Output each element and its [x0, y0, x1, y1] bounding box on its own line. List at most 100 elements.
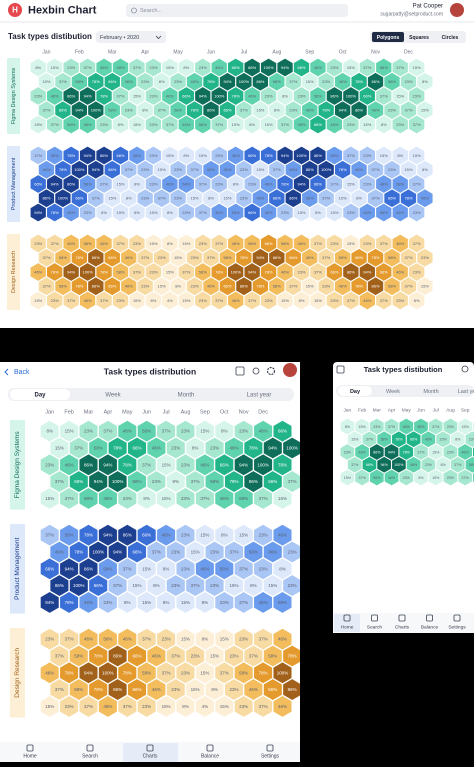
tab[interactable]: Week [105, 393, 121, 399]
cell-label: 37% [133, 65, 141, 70]
cell-label: 78% [395, 438, 403, 442]
hex-cell [428, 444, 443, 460]
hex-cell [47, 87, 63, 105]
cell-label: 58% [232, 210, 240, 215]
cell-label: 37% [67, 298, 75, 303]
period-select[interactable] [96, 31, 166, 43]
cell-label: 23% [45, 462, 54, 467]
nav-label[interactable]: Balance [421, 624, 439, 630]
tab[interactable]: Last year [247, 393, 272, 399]
search-icon[interactable] [252, 367, 260, 375]
cell-label: 23% [181, 429, 190, 434]
month-label: Apr [141, 49, 149, 55]
cell-label: 66% [116, 153, 124, 158]
cell-label: 15% [347, 65, 355, 70]
cell-label: 23% [149, 93, 157, 98]
hex-cell [234, 487, 253, 509]
hex-cell [326, 263, 343, 281]
avatar[interactable] [283, 363, 297, 377]
cell-label: 78% [288, 653, 297, 658]
settings-icon[interactable] [266, 366, 276, 376]
cell-label: 37% [413, 181, 421, 186]
cell-label: 15% [432, 476, 440, 480]
view-option[interactable]: Polygons [377, 35, 400, 41]
app-title: Hexbin Chart [28, 4, 97, 16]
cell-label: 78% [191, 108, 199, 113]
nav-icon[interactable] [343, 614, 351, 622]
hex-cell [71, 101, 88, 120]
tab[interactable]: Month [423, 389, 438, 395]
tab[interactable]: Month [178, 393, 195, 399]
hex-cell [162, 58, 178, 77]
hex-cell [351, 277, 367, 296]
search-icon[interactable] [461, 365, 469, 373]
calendar-icon[interactable] [336, 365, 345, 374]
tab[interactable]: Day [34, 393, 46, 399]
view-option[interactable]: Squares [409, 35, 429, 41]
search-box[interactable] [126, 4, 348, 17]
hex-cell [195, 628, 214, 650]
hex-cell [50, 679, 69, 701]
cell-label: 15% [306, 284, 314, 289]
month-label: Jan [42, 49, 50, 55]
cell-label: 94% [67, 269, 75, 274]
nav-icon[interactable] [26, 744, 34, 752]
nav-label[interactable]: Settings [261, 753, 280, 759]
hex-cell [40, 524, 59, 546]
cell-label: 37% [158, 196, 166, 201]
nav-icon[interactable] [426, 614, 433, 622]
cell-label: 37% [162, 429, 171, 434]
nav-label[interactable]: Home [341, 624, 354, 630]
nav-label[interactable]: Home [23, 753, 37, 759]
hex-cell [104, 189, 120, 208]
hex-cell [260, 58, 277, 77]
nav-label[interactable]: Charts [395, 624, 410, 630]
hex-cell [145, 87, 162, 105]
nav-icon[interactable] [206, 744, 214, 752]
hex-cell [400, 72, 417, 91]
view-option[interactable]: Circles [442, 35, 459, 41]
nav-label[interactable]: Search [367, 624, 383, 630]
nav-icon[interactable] [146, 744, 154, 752]
hex-cell [285, 160, 301, 179]
hex-cell [369, 444, 384, 460]
hex-cell [71, 277, 88, 296]
tab[interactable]: Day [350, 389, 361, 395]
cell-label: 37% [59, 79, 67, 84]
cell-label: 78% [372, 255, 380, 260]
cell-label: 94% [45, 600, 54, 605]
hex-cell [137, 420, 156, 442]
nav-label[interactable]: Balance [201, 753, 219, 759]
cell-label: 23% [330, 65, 338, 70]
nav-label[interactable]: Search [82, 753, 98, 759]
hex-cell [121, 101, 137, 120]
nav-label[interactable]: Settings [448, 624, 466, 630]
calendar-icon[interactable] [235, 366, 245, 376]
nav-icon[interactable] [398, 614, 406, 622]
cell-label: 23% [51, 298, 59, 303]
back[interactable]: Back [14, 369, 30, 376]
hex-cell [355, 418, 369, 435]
nav-icon[interactable] [371, 614, 378, 622]
tab[interactable]: Week [386, 389, 400, 395]
cell-label: 58% [67, 122, 75, 127]
hex-cell [376, 115, 392, 134]
tab[interactable]: Last year [458, 389, 474, 395]
avatar[interactable] [450, 3, 464, 17]
cell-label: 66% [355, 255, 363, 260]
nav-icon[interactable] [86, 744, 94, 752]
hex-cell [400, 101, 417, 120]
cell-label: 100% [58, 196, 69, 201]
cell-label: 46% [259, 600, 268, 605]
cell-label: 46% [425, 438, 433, 442]
nav-label[interactable]: Charts [143, 753, 158, 759]
cell-label: 23% [288, 549, 297, 554]
cell-label: 86% [373, 450, 381, 454]
hex-cell [414, 469, 428, 486]
back-icon[interactable] [4, 368, 9, 376]
hex-cell [277, 58, 293, 77]
cell-label: 37% [191, 583, 200, 588]
nav-icon[interactable] [453, 614, 461, 622]
nav-icon[interactable] [266, 744, 274, 752]
cell-label: 66% [232, 65, 240, 70]
